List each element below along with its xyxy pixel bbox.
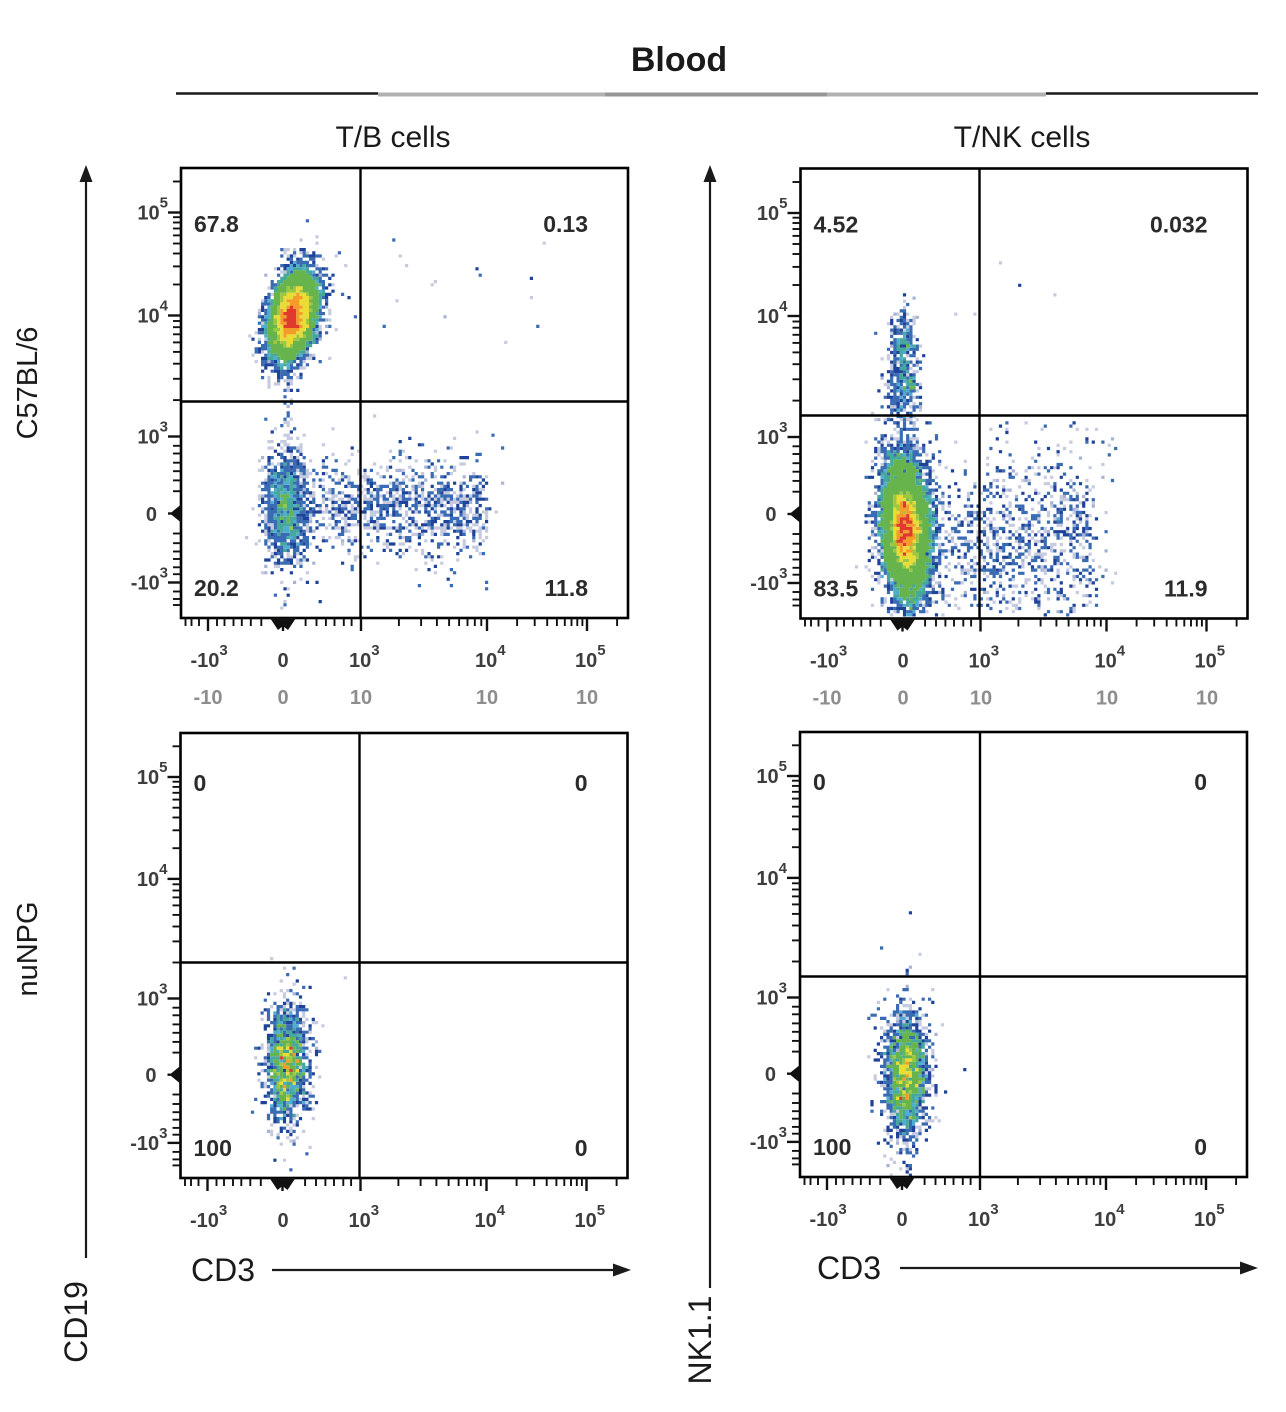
svg-text:10: 10 xyxy=(1196,688,1218,710)
svg-text:0: 0 xyxy=(146,504,157,526)
svg-text:0: 0 xyxy=(145,1065,156,1087)
svg-text:0: 0 xyxy=(813,769,826,795)
svg-text:0: 0 xyxy=(1194,769,1207,795)
svg-text:C57BL/6: C57BL/6 xyxy=(12,327,44,440)
svg-text:0: 0 xyxy=(765,504,776,526)
svg-text:0: 0 xyxy=(194,770,207,796)
svg-text:0: 0 xyxy=(575,770,588,796)
svg-text:0: 0 xyxy=(896,1209,907,1231)
svg-text:T/NK cells: T/NK cells xyxy=(954,121,1091,154)
svg-text:CD3: CD3 xyxy=(191,1252,255,1288)
svg-text:CD19: CD19 xyxy=(58,1281,94,1363)
svg-text:0: 0 xyxy=(897,688,908,710)
svg-text:100: 100 xyxy=(813,1134,851,1160)
svg-text:CD3: CD3 xyxy=(817,1250,881,1286)
svg-text:83.5: 83.5 xyxy=(814,576,859,602)
svg-text:10: 10 xyxy=(1096,688,1118,710)
svg-text:0.032: 0.032 xyxy=(1150,212,1208,238)
svg-text:0.13: 0.13 xyxy=(543,211,588,237)
svg-text:T/B cells: T/B cells xyxy=(335,121,450,154)
svg-text:67.8: 67.8 xyxy=(194,211,239,237)
svg-text:0: 0 xyxy=(575,1135,588,1161)
svg-text:Blood: Blood xyxy=(631,41,727,79)
svg-text:0: 0 xyxy=(277,1210,288,1232)
svg-text:nuNPG: nuNPG xyxy=(12,901,44,996)
svg-text:0: 0 xyxy=(277,687,288,709)
svg-text:11.8: 11.8 xyxy=(545,575,589,601)
svg-text:4.52: 4.52 xyxy=(814,212,859,238)
svg-text:0: 0 xyxy=(277,650,288,672)
svg-text:11.9: 11.9 xyxy=(1164,576,1208,602)
svg-text:20.2: 20.2 xyxy=(194,575,239,601)
svg-text:100: 100 xyxy=(194,1135,232,1161)
svg-text:0: 0 xyxy=(897,651,908,673)
svg-text:-10: -10 xyxy=(194,687,223,709)
svg-text:0: 0 xyxy=(1194,1134,1207,1160)
svg-text:NK1.1: NK1.1 xyxy=(682,1296,718,1385)
svg-text:10: 10 xyxy=(970,688,992,710)
svg-text:-10: -10 xyxy=(813,688,842,710)
svg-text:10: 10 xyxy=(476,687,498,709)
svg-text:10: 10 xyxy=(350,687,372,709)
svg-text:10: 10 xyxy=(576,687,598,709)
svg-text:0: 0 xyxy=(765,1064,776,1086)
